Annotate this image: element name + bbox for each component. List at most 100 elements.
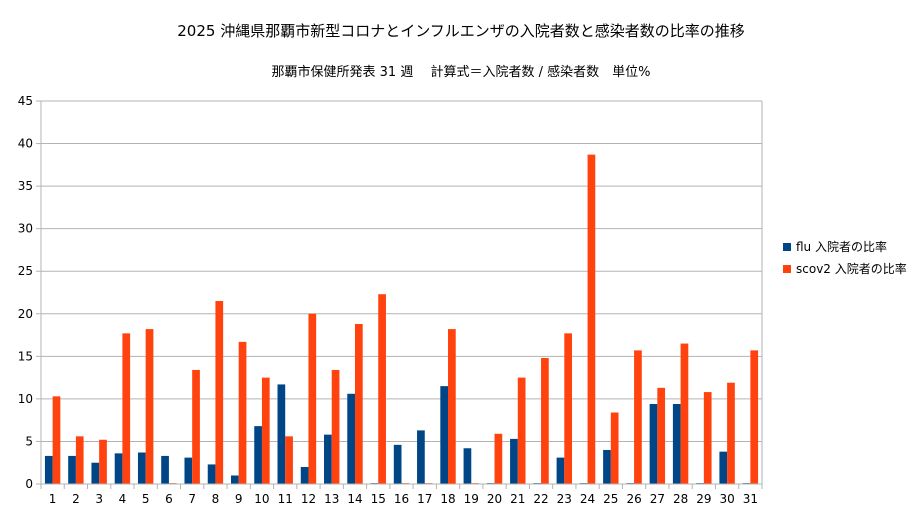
x-tick-label: 26	[626, 492, 641, 506]
x-tick-label: 28	[673, 492, 688, 506]
x-tick-label: 16	[394, 492, 409, 506]
legend-label-scov2: scov2 入院者の比率	[796, 261, 907, 276]
bar-scov2	[727, 382, 735, 484]
bar-flu	[556, 457, 565, 484]
bar-flu	[68, 455, 76, 484]
bar-flu	[440, 386, 449, 484]
bar-scov2	[99, 439, 107, 484]
x-tick-label: 23	[557, 492, 572, 506]
bar-flu	[672, 403, 681, 484]
bar-flu	[463, 448, 472, 484]
bar-scov2	[517, 377, 526, 484]
x-tick-label: 15	[371, 492, 386, 506]
bar-flu	[347, 393, 355, 484]
x-tick-label: 25	[603, 492, 618, 506]
bar-scov2	[634, 350, 642, 484]
bar-scov2	[192, 369, 200, 484]
bar-scov2	[587, 154, 596, 484]
x-tick-label: 13	[324, 492, 339, 506]
x-tick-label: 11	[278, 492, 293, 506]
bar-scov2	[610, 412, 619, 484]
bar-flu	[393, 444, 402, 484]
bar-scov2	[354, 323, 363, 484]
x-tick-label: 14	[347, 492, 362, 506]
y-tick-label: 0	[25, 477, 33, 491]
bar-scov2	[75, 436, 84, 484]
legend-label-flu: flu 入院者の比率	[796, 239, 887, 254]
legend-swatch-flu	[783, 243, 791, 251]
x-tick-label: 12	[301, 492, 316, 506]
bar-flu	[184, 457, 193, 484]
x-tick-label: 30	[719, 492, 734, 506]
bar-flu	[254, 426, 262, 484]
x-tick-label: 5	[142, 492, 150, 506]
y-tick-label: 25	[18, 264, 33, 278]
x-tick-label: 27	[650, 492, 665, 506]
x-tick-label: 9	[235, 492, 243, 506]
x-tick-label: 24	[580, 492, 595, 506]
bar-scov2	[285, 436, 293, 484]
bar-scov2	[215, 301, 224, 484]
bars	[44, 154, 759, 484]
y-tick-label: 20	[18, 307, 33, 321]
y-tick-label: 10	[18, 392, 33, 406]
bar-scov2	[541, 358, 549, 484]
bar-flu	[719, 451, 728, 484]
x-tick-label: 2	[72, 492, 80, 506]
y-tick-label: 40	[18, 137, 33, 151]
bar-flu	[161, 455, 169, 484]
bar-flu	[91, 462, 100, 484]
bar-flu	[417, 430, 425, 484]
bar-scov2	[494, 433, 503, 484]
x-tick-label: 31	[743, 492, 758, 506]
bar-flu	[300, 466, 309, 484]
legend: flu 入院者の比率 scov2 入院者の比率	[783, 239, 907, 276]
x-tick-label: 20	[487, 492, 502, 506]
bar-flu	[649, 403, 658, 484]
bar-scov2	[145, 329, 154, 484]
y-tick-label: 30	[18, 222, 33, 236]
x-tick-label: 21	[510, 492, 525, 506]
chart-title: 2025 沖縄県那覇市新型コロナとインフルエンザの入院者数と感染者数の比率の推移	[177, 22, 745, 40]
bar-scov2	[680, 343, 689, 484]
y-tick-label: 45	[18, 94, 33, 108]
bar-scov2	[308, 313, 317, 484]
x-tick-label: 8	[212, 492, 220, 506]
bar-scov2	[52, 396, 61, 484]
grid-lines	[41, 100, 763, 485]
y-tick-label: 15	[18, 349, 33, 363]
x-tick-label: 18	[440, 492, 455, 506]
x-tick-label: 17	[417, 492, 432, 506]
bar-scov2	[564, 333, 573, 484]
bar-flu	[230, 475, 239, 484]
bar-scov2	[261, 377, 270, 484]
y-tick-label: 5	[25, 434, 33, 448]
bar-scov2	[448, 329, 456, 484]
bar-flu	[603, 449, 611, 484]
bar-scov2	[122, 333, 131, 484]
x-tick-label: 6	[165, 492, 173, 506]
bar-flu	[277, 384, 286, 484]
bar-flu	[44, 455, 53, 484]
bar-scov2	[657, 387, 666, 484]
x-tick-label: 29	[696, 492, 711, 506]
bar-flu	[324, 434, 332, 484]
legend-swatch-scov2	[783, 265, 791, 273]
bar-scov2	[750, 350, 759, 484]
bar-scov2	[703, 392, 712, 484]
x-tick-label: 3	[95, 492, 103, 506]
y-tick-label: 35	[18, 179, 33, 193]
chart-subtitle: 那覇市保健所発表 31 週 計算式＝入院者数 / 感染者数 単位%	[272, 64, 651, 80]
x-tick-label: 19	[464, 492, 479, 506]
bar-flu	[137, 452, 146, 484]
x-tick-label: 7	[188, 492, 196, 506]
bar-scov2	[238, 341, 247, 484]
bar-flu	[207, 464, 216, 484]
bar-scov2	[378, 294, 386, 484]
x-tick-label: 1	[49, 492, 57, 506]
x-tick-label: 22	[533, 492, 548, 506]
bar-flu	[114, 453, 123, 484]
bar-flu	[510, 438, 518, 484]
